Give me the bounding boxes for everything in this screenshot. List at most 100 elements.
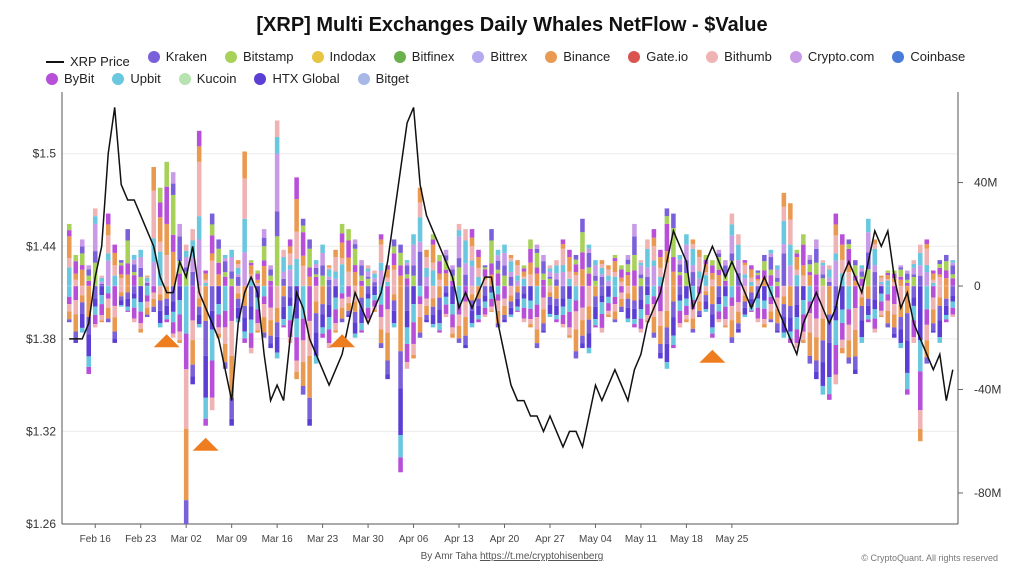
netflow-bar (469, 229, 475, 328)
netflow-segment-out (632, 300, 637, 309)
netflow-segment-in (917, 265, 923, 276)
netflow-segment-in (859, 278, 865, 287)
netflow-segment-out (814, 337, 819, 361)
netflow-segment-out (781, 296, 787, 305)
netflow-segment-out (515, 310, 520, 312)
netflow-segment-in (118, 278, 124, 287)
netflow-bar (638, 260, 644, 333)
netflow-segment-out (287, 305, 293, 321)
netflow-segment-out (762, 308, 767, 320)
netflow-segment-out (723, 286, 728, 297)
netflow-segment-in (183, 250, 189, 258)
netflow-segment-in (92, 216, 98, 224)
netflow-segment-in (203, 282, 208, 287)
netflow-segment-out (476, 319, 481, 323)
netflow-segment-out (794, 317, 800, 330)
netflow-segment-in (723, 280, 728, 287)
netflow-segment-out (502, 286, 507, 299)
netflow-segment-out (833, 344, 839, 375)
netflow-segment-in (443, 269, 449, 274)
netflow-segment-out (814, 371, 819, 380)
netflow-segment-out (911, 297, 917, 306)
netflow-segment-out (664, 286, 670, 311)
netflow-segment-in (690, 239, 696, 245)
netflow-segment-in (164, 223, 169, 255)
netflow-segment-out (930, 330, 936, 333)
netflow-segment-out (723, 319, 728, 326)
netflow-segment-in (222, 258, 228, 262)
netflow-segment-out (943, 319, 949, 323)
netflow-segment-out (658, 286, 663, 312)
netflow-segment-in (814, 239, 819, 249)
netflow-segment-out (229, 397, 234, 419)
netflow-segment-out (879, 310, 884, 316)
netflow-segment-out (456, 286, 462, 304)
netflow-segment-out (450, 286, 455, 305)
netflow-segment-out (66, 319, 72, 323)
netflow-segment-out (66, 296, 72, 305)
netflow-segment-in (768, 253, 774, 258)
netflow-segment-out (476, 305, 481, 315)
netflow-segment-out (170, 322, 176, 334)
netflow-segment-in (859, 268, 865, 272)
netflow-segment-out (872, 328, 878, 333)
netflow-segment-out (638, 299, 644, 310)
netflow-segment-out (892, 286, 897, 305)
netflow-segment-out (385, 309, 390, 333)
netflow-segment-in (742, 274, 748, 279)
netflow-segment-out (86, 286, 92, 317)
netflow-segment-out (404, 286, 410, 311)
netflow-segment-out (222, 327, 228, 344)
netflow-segment-out (625, 298, 631, 308)
netflow-segment-out (762, 286, 767, 301)
netflow-segment-out (287, 320, 293, 338)
netflow-segment-in (99, 281, 105, 284)
netflow-segment-in (710, 260, 715, 266)
netflow-segment-out (378, 317, 384, 330)
x-tick-label: Apr 06 (399, 534, 429, 545)
netflow-segment-out (872, 309, 878, 319)
netflow-segment-in (411, 244, 416, 266)
netflow-bar (66, 223, 72, 323)
netflow-segment-out (684, 319, 689, 323)
netflow-segment-in (99, 277, 105, 282)
netflow-segment-out (606, 310, 611, 315)
netflow-segment-in (66, 223, 72, 231)
netflow-segment-in (924, 272, 930, 287)
netflow-segment-in (378, 270, 384, 287)
netflow-segment-in (820, 260, 826, 263)
netflow-segment-out (112, 305, 117, 318)
netflow-segment-in (866, 218, 871, 233)
netflow-segment-out (554, 298, 559, 306)
legend-item-coinbase: Coinbase (892, 48, 965, 65)
netflow-segment-out (320, 333, 325, 338)
netflow-bar (398, 244, 403, 473)
netflow-bar (489, 229, 494, 312)
netflow-segment-in (885, 275, 891, 280)
x-tick-label: Mar 30 (353, 534, 385, 545)
netflow-segment-out (755, 286, 761, 294)
netflow-segment-out (424, 298, 429, 306)
netflow-segment-in (183, 244, 189, 251)
netflow-bar (937, 260, 943, 343)
netflow-segment-out (307, 355, 312, 398)
netflow-segment-out (112, 331, 117, 339)
netflow-segment-in (151, 190, 156, 239)
netflow-segment-in (268, 265, 273, 270)
netflow-segment-out (255, 309, 260, 324)
netflow-bar (411, 234, 416, 359)
y-right-tick-label: -40M (974, 382, 1001, 396)
netflow-segment-in (833, 235, 839, 254)
netflow-bar (222, 254, 228, 369)
netflow-segment-in (391, 265, 397, 270)
legend-swatch (892, 50, 905, 63)
netflow-segment-in (300, 225, 306, 233)
netflow-segment-in (612, 276, 618, 287)
netflow-segment-in (333, 271, 338, 279)
netflow-bar (326, 265, 332, 349)
netflow-segment-in (326, 265, 332, 268)
netflow-segment-in (391, 246, 397, 254)
netflow-segment-in (586, 248, 592, 253)
credit-link[interactable]: https://t.me/cryptohisenberg (479, 551, 604, 562)
netflow-segment-in (352, 244, 358, 249)
